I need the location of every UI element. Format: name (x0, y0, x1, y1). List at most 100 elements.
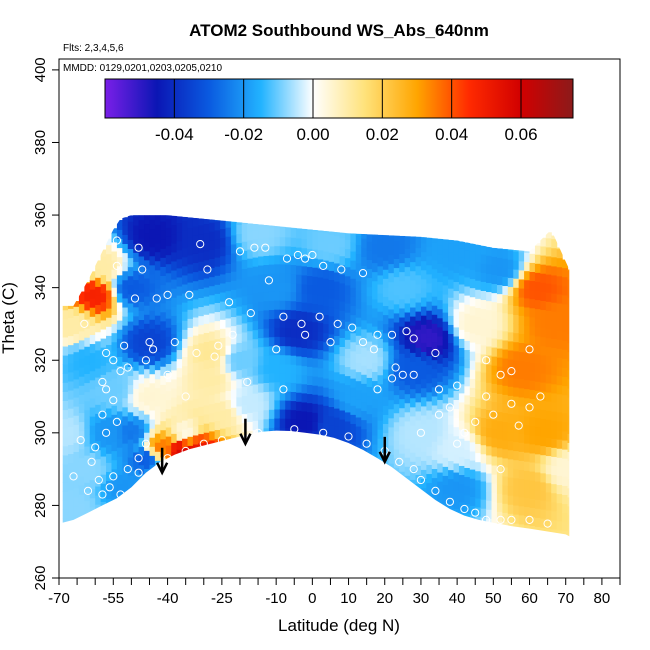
x-tick-label: 20 (376, 590, 393, 607)
sample-point (98, 410, 107, 419)
sample-point (496, 465, 505, 474)
sample-point (460, 504, 469, 514)
sample-point (507, 399, 516, 408)
y-axis-label: Theta (C) (0, 282, 18, 354)
sample-point (163, 290, 172, 299)
sample-point (290, 425, 299, 434)
sample-point (525, 515, 534, 525)
sample-point (453, 439, 462, 448)
sample-point (471, 508, 480, 517)
y-tick-label: 280 (32, 493, 49, 518)
colorbar-tick-label: 0.00 (296, 125, 329, 144)
sample-point (181, 392, 190, 401)
sample-point (76, 436, 85, 445)
sample-point (210, 352, 219, 361)
y-tick-label: 260 (32, 565, 49, 590)
plot-frame (58, 58, 621, 579)
sample-point (402, 327, 411, 336)
sample-point (489, 410, 498, 419)
sample-point (431, 348, 440, 358)
sample-point (192, 348, 201, 358)
x-tick-label: 40 (449, 590, 466, 607)
sample-point (308, 250, 317, 260)
sample-point (87, 457, 96, 466)
sample-point (203, 265, 212, 274)
arrow-head (239, 433, 252, 447)
sample-point (319, 261, 328, 270)
colorbar-tick-label: 0.06 (504, 125, 537, 144)
sample-point (83, 486, 93, 495)
x-tick-label: 10 (340, 590, 357, 607)
sample-point (130, 294, 140, 303)
sample-point (235, 247, 245, 256)
sample-point (507, 367, 516, 376)
sample-point (460, 428, 469, 437)
sample-points (69, 236, 552, 528)
sample-point (170, 338, 179, 347)
sample-point (391, 363, 400, 372)
sample-point (199, 439, 208, 448)
sample-point (246, 309, 255, 318)
colorbar-tick-label: -0.02 (224, 125, 263, 144)
sample-point (109, 396, 118, 405)
sample-point (369, 345, 378, 354)
y-tick-label: 380 (32, 130, 49, 155)
sample-point (214, 341, 223, 350)
sample-point (102, 348, 111, 358)
sample-point (416, 475, 425, 485)
sample-point (409, 465, 418, 474)
x-tick-label: 30 (413, 590, 430, 607)
sample-point (112, 236, 122, 245)
sample-point (301, 254, 310, 263)
sample-point (112, 261, 122, 270)
y-tick-label: 400 (32, 57, 49, 82)
arrow-head (156, 462, 169, 476)
surface-mask (59, 430, 620, 578)
sample-point (358, 269, 368, 278)
colorbar-tick-label: 0.04 (435, 125, 468, 144)
sample-point (152, 294, 161, 303)
x-tick-label: 0 (308, 590, 316, 607)
y-tick-label: 300 (32, 420, 49, 445)
sample-point (105, 483, 114, 492)
sample-point (315, 312, 324, 321)
sample-point (387, 374, 397, 383)
sample-point (120, 497, 129, 506)
colorbar-tick-label: -0.04 (155, 125, 194, 144)
sample-point (398, 370, 407, 379)
sample-point (134, 468, 143, 477)
sample-point (434, 385, 444, 394)
sample-point (431, 486, 440, 495)
sample-point (279, 385, 288, 394)
sample-point (445, 497, 454, 506)
sample-point (145, 338, 154, 347)
sample-point (102, 428, 111, 437)
sample-point (264, 276, 273, 285)
sample-point (261, 243, 270, 252)
sample-point (102, 385, 111, 394)
sample-point (243, 377, 252, 387)
sample-point (395, 457, 404, 466)
sample-point (163, 454, 172, 463)
x-axis: -70 -55 -40 -25 -10 0 10 20 30 40 50 60 70 80 (48, 578, 621, 607)
sample-point (471, 417, 480, 426)
colorbar: -0.04 -0.02 0.00 0.02 0.04 0.06 (104, 78, 574, 144)
sample-point (482, 515, 491, 525)
sample-point (181, 446, 190, 456)
sample-point (123, 363, 132, 372)
sample-point (514, 421, 523, 430)
sample-point (282, 254, 292, 263)
sample-point (362, 439, 371, 448)
sample-point (196, 240, 205, 249)
arrows (156, 418, 391, 476)
sample-point (525, 403, 534, 412)
sample-point (409, 370, 418, 379)
sample-point (387, 330, 397, 339)
sample-point (507, 515, 516, 525)
sample-point (373, 385, 382, 394)
sample-point (134, 454, 143, 463)
sample-point (496, 515, 505, 525)
y-tick-label: 360 (32, 203, 49, 228)
data-top-mask (59, 59, 620, 578)
